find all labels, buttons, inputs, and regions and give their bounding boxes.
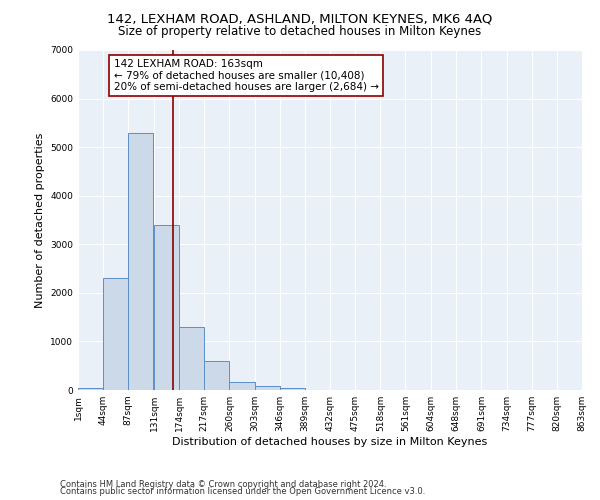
Bar [179, 327, 204, 390]
Bar [103, 278, 128, 390]
Bar [229, 382, 254, 390]
Text: Size of property relative to detached houses in Milton Keynes: Size of property relative to detached ho… [118, 25, 482, 38]
Bar [280, 388, 305, 390]
Bar [78, 388, 103, 390]
Bar [254, 386, 280, 390]
Text: Contains public sector information licensed under the Open Government Licence v3: Contains public sector information licen… [60, 487, 425, 496]
Text: 142 LEXHAM ROAD: 163sqm
← 79% of detached houses are smaller (10,408)
20% of sem: 142 LEXHAM ROAD: 163sqm ← 79% of detache… [113, 58, 379, 92]
Bar [154, 225, 179, 390]
Y-axis label: Number of detached properties: Number of detached properties [35, 132, 44, 308]
Text: Contains HM Land Registry data © Crown copyright and database right 2024.: Contains HM Land Registry data © Crown c… [60, 480, 386, 489]
Bar [128, 132, 154, 390]
Bar [204, 361, 229, 390]
Text: 142, LEXHAM ROAD, ASHLAND, MILTON KEYNES, MK6 4AQ: 142, LEXHAM ROAD, ASHLAND, MILTON KEYNES… [107, 12, 493, 26]
X-axis label: Distribution of detached houses by size in Milton Keynes: Distribution of detached houses by size … [172, 437, 488, 447]
